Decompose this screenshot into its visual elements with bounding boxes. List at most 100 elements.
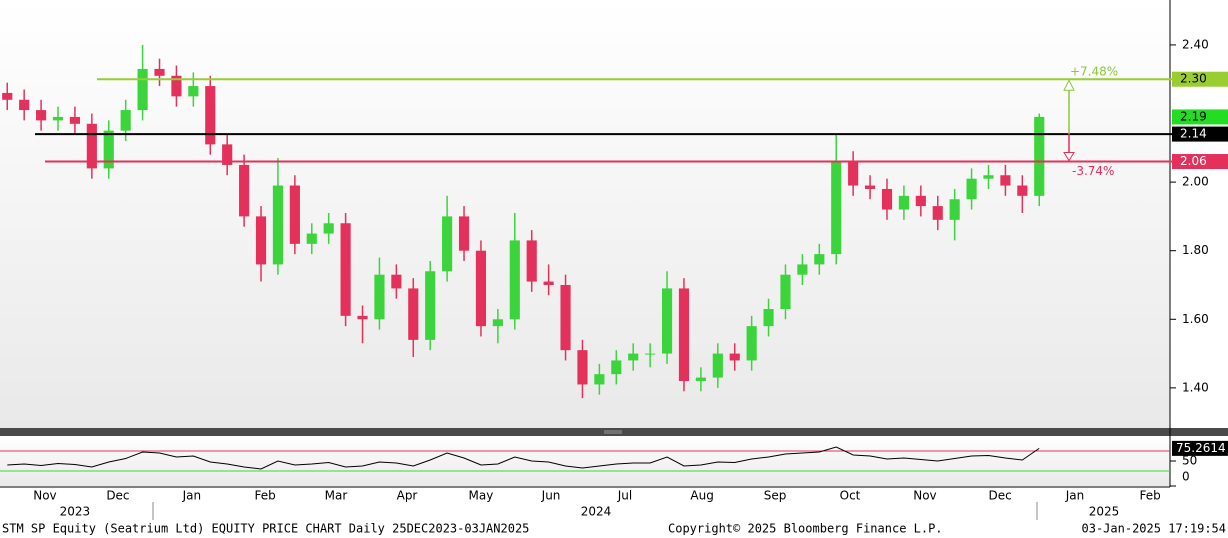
year-label: 2024 (581, 505, 612, 519)
candle-body (1034, 116, 1045, 196)
candle-body (357, 315, 368, 320)
x-tick-label: Dec (106, 489, 129, 503)
candle-body (611, 360, 622, 375)
candle-body (19, 99, 30, 111)
level-tag-label: 2.06 (1180, 154, 1207, 168)
x-tick-label: Nov (33, 489, 56, 503)
candle-body (949, 199, 960, 220)
footer-center: Copyright© 2025 Bloomberg Finance L.P. (668, 522, 943, 536)
candle-body (661, 288, 673, 354)
panel-divider (0, 428, 1228, 436)
candle-body (831, 161, 842, 255)
y-tick-label: 1.60 (1182, 312, 1209, 326)
candle-body (154, 68, 165, 76)
candle-body (746, 326, 757, 361)
x-tick-label: Jul (617, 489, 632, 503)
x-tick-label: Jun (541, 489, 561, 503)
candle-body (2, 92, 13, 100)
x-tick-label: Jan (182, 489, 202, 503)
candle-body (255, 216, 267, 265)
candle-body (458, 216, 470, 251)
x-tick-label: May (469, 489, 494, 503)
candle-body (272, 185, 284, 265)
level-tag-label: 2.30 (1180, 72, 1207, 86)
candle-body (36, 110, 47, 121)
candle-body (120, 110, 131, 131)
last-price-tag (1172, 109, 1228, 125)
candle-body (864, 185, 876, 189)
rsi-tag-label: 75.2614 (1176, 441, 1226, 455)
candle-body (543, 281, 554, 285)
level-tag (1172, 71, 1228, 87)
candle-body (814, 254, 825, 265)
candle-body (188, 86, 199, 97)
candle-body (408, 288, 419, 340)
candle-body (306, 233, 317, 244)
candle-body (848, 161, 859, 186)
x-tick-label: Feb (1140, 489, 1161, 503)
candle-body (594, 374, 605, 385)
arrow-head (1063, 79, 1075, 91)
candle-body (797, 264, 808, 275)
y-tick-label: 1.80 (1182, 243, 1209, 257)
level-tag (1172, 126, 1228, 142)
candle-body (86, 123, 97, 169)
candle-body (577, 350, 588, 385)
candle-body (678, 288, 690, 382)
annotation: +7.48% (1070, 65, 1118, 79)
candle-body (729, 353, 740, 361)
candle-body (966, 178, 977, 200)
candle-body (103, 130, 114, 169)
annotation: -3.74% (1072, 164, 1114, 178)
footer-left: STM SP Equity (Seatrium Ltd) EQUITY PRIC… (2, 522, 529, 536)
year-label: 2023 (60, 505, 91, 519)
candle-body (442, 216, 453, 272)
y-tick-label: 2.00 (1182, 175, 1209, 189)
x-tick-label: Dec (988, 489, 1011, 503)
candle-body (171, 75, 182, 97)
x-tick-label: Nov (913, 489, 936, 503)
y-tick-label: 1.40 (1182, 380, 1209, 394)
y-tick-label: 2.40 (1182, 37, 1209, 51)
candle-body (1000, 175, 1011, 186)
candle-body (645, 353, 656, 355)
candle-body (425, 271, 436, 340)
last-price-label: 2.19 (1180, 109, 1207, 123)
x-tick-label: Apr (397, 489, 418, 503)
candle-body (983, 175, 994, 179)
x-tick-label: Sep (764, 489, 787, 503)
candle-body (340, 223, 351, 316)
candle-body (712, 353, 723, 378)
candle-body (289, 185, 300, 244)
candle-body (628, 353, 639, 361)
candle-body (52, 116, 64, 121)
footer-right: 03-Jan-2025 17:19:54 (1082, 522, 1227, 536)
candle-body (509, 240, 520, 320)
candle-body (69, 116, 80, 124)
y-tick-label: 0 (1182, 470, 1190, 484)
candle-body (222, 144, 233, 165)
level-tag-label: 2.14 (1180, 127, 1207, 141)
candle-body (205, 86, 216, 145)
year-label: 2025 (1089, 505, 1120, 519)
level-tag (1172, 154, 1228, 170)
candle-body (137, 68, 148, 111)
x-tick-label: Mar (325, 489, 348, 503)
candle-body (1017, 185, 1028, 196)
candle-body (374, 274, 385, 320)
candle-body (780, 274, 791, 309)
rsi-panel (0, 436, 1170, 486)
candle-body (475, 250, 487, 327)
x-tick-label: Feb (255, 489, 276, 503)
candle-body (932, 206, 943, 220)
x-tick-label: Jan (1065, 489, 1085, 503)
y-tick-label: 50 (1182, 454, 1197, 468)
arrow-head (1063, 152, 1075, 162)
x-tick-label: Oct (840, 489, 861, 503)
candle-body (898, 195, 909, 210)
candle-body (881, 188, 893, 210)
x-tick-label: Aug (690, 489, 713, 503)
candle-body (492, 319, 503, 327)
